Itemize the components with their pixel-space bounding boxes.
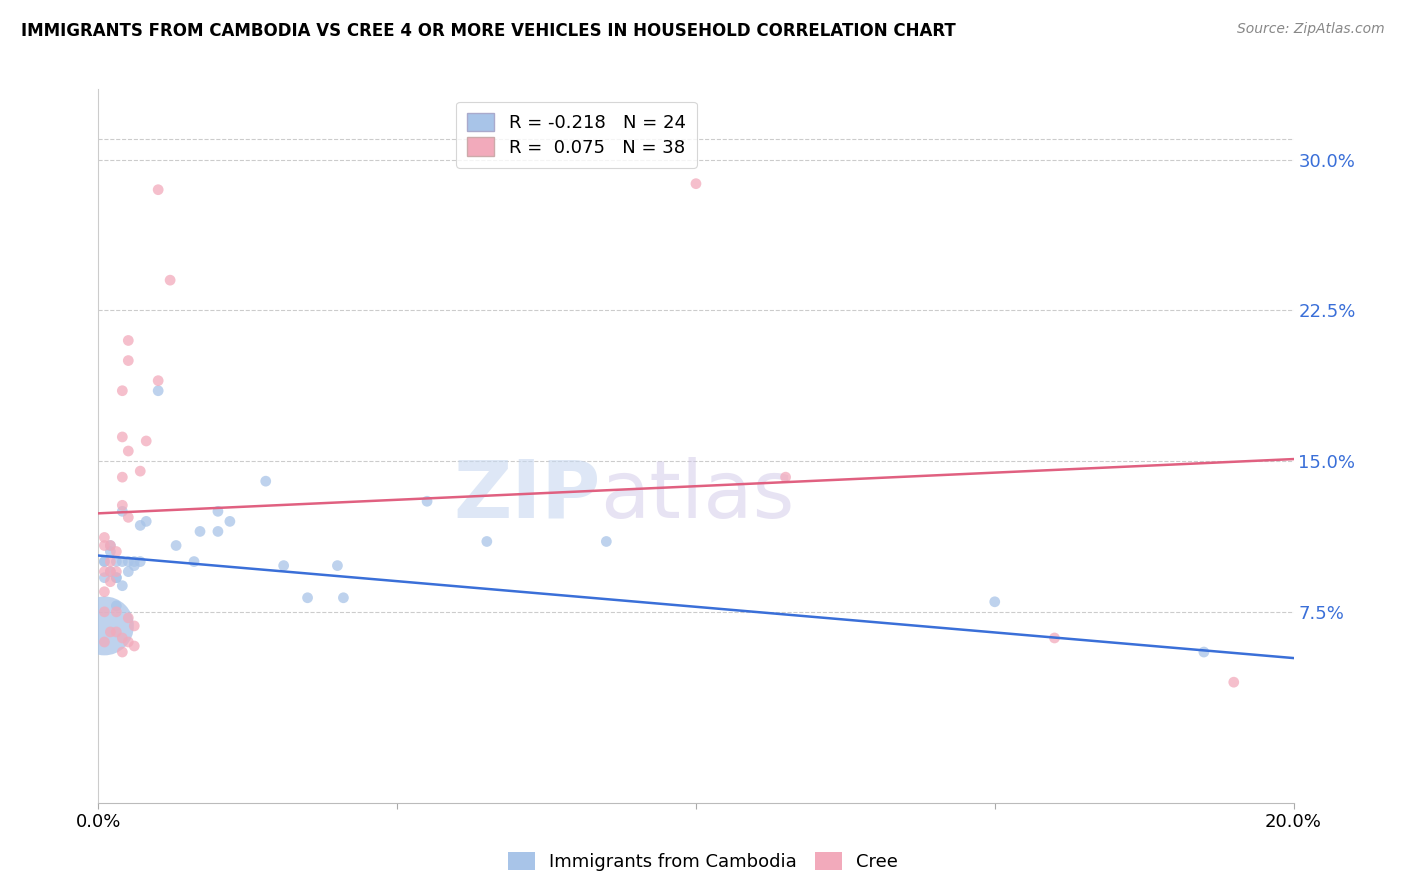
Point — [254, 474, 277, 488]
Point — [111, 498, 134, 512]
Point — [135, 434, 157, 448]
Point — [93, 584, 115, 599]
Point — [117, 353, 139, 368]
Point — [105, 555, 128, 569]
Point — [111, 631, 134, 645]
Point — [129, 555, 152, 569]
Point — [124, 619, 146, 633]
Point — [111, 504, 134, 518]
Point — [685, 177, 707, 191]
Point — [188, 524, 211, 539]
Point — [105, 544, 128, 558]
Point — [98, 624, 122, 639]
Point — [98, 539, 122, 553]
Point — [98, 565, 122, 579]
Point — [117, 611, 139, 625]
Text: Source: ZipAtlas.com: Source: ZipAtlas.com — [1237, 22, 1385, 37]
Point — [129, 518, 152, 533]
Point — [148, 374, 170, 388]
Legend: R = -0.218   N = 24, R =  0.075   N = 38: R = -0.218 N = 24, R = 0.075 N = 38 — [457, 102, 696, 168]
Point — [332, 591, 354, 605]
Point — [297, 591, 319, 605]
Point — [984, 595, 1007, 609]
Point — [326, 558, 349, 573]
Point — [1043, 631, 1066, 645]
Point — [98, 539, 122, 553]
Point — [93, 531, 115, 545]
Point — [124, 555, 146, 569]
Point — [111, 645, 134, 659]
Point — [93, 539, 115, 553]
Point — [207, 504, 229, 518]
Point — [93, 571, 115, 585]
Point — [98, 544, 122, 558]
Point — [124, 558, 146, 573]
Text: ZIP: ZIP — [453, 457, 600, 535]
Point — [273, 558, 295, 573]
Point — [105, 624, 128, 639]
Text: IMMIGRANTS FROM CAMBODIA VS CREE 4 OR MORE VEHICLES IN HOUSEHOLD CORRELATION CHA: IMMIGRANTS FROM CAMBODIA VS CREE 4 OR MO… — [21, 22, 956, 40]
Point — [105, 565, 128, 579]
Point — [124, 639, 146, 653]
Point — [475, 534, 498, 549]
Point — [105, 605, 128, 619]
Legend: Immigrants from Cambodia, Cree: Immigrants from Cambodia, Cree — [501, 845, 905, 879]
Point — [135, 515, 157, 529]
Point — [111, 579, 134, 593]
Point — [159, 273, 181, 287]
Point — [98, 555, 122, 569]
Point — [775, 470, 797, 484]
Point — [93, 555, 115, 569]
Point — [105, 599, 128, 613]
Point — [117, 635, 139, 649]
Point — [93, 565, 115, 579]
Point — [595, 534, 617, 549]
Point — [93, 635, 115, 649]
Point — [117, 444, 139, 458]
Point — [183, 555, 205, 569]
Point — [117, 555, 139, 569]
Point — [148, 183, 170, 197]
Point — [219, 515, 242, 529]
Point — [98, 565, 122, 579]
Point — [117, 334, 139, 348]
Point — [111, 430, 134, 444]
Point — [93, 605, 115, 619]
Point — [165, 539, 187, 553]
Point — [117, 565, 139, 579]
Point — [105, 571, 128, 585]
Point — [111, 555, 134, 569]
Point — [98, 574, 122, 589]
Text: atlas: atlas — [600, 457, 794, 535]
Point — [93, 619, 115, 633]
Point — [416, 494, 439, 508]
Point — [111, 384, 134, 398]
Point — [148, 384, 170, 398]
Point — [111, 470, 134, 484]
Point — [117, 510, 139, 524]
Point — [105, 571, 128, 585]
Point — [129, 464, 152, 478]
Point — [1192, 645, 1215, 659]
Point — [207, 524, 229, 539]
Point — [1223, 675, 1246, 690]
Point — [93, 555, 115, 569]
